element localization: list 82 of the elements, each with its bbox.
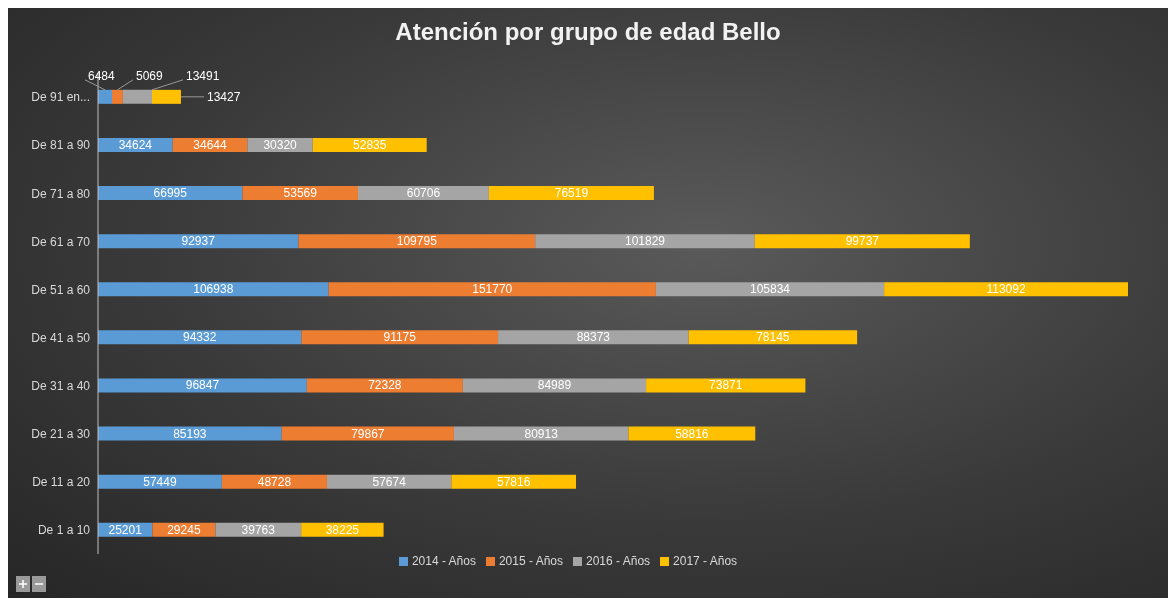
bar [357, 186, 489, 201]
data-label: 76519 [554, 186, 589, 201]
bar [451, 474, 577, 489]
data-label: 88373 [576, 330, 611, 345]
data-label: 109795 [396, 234, 438, 249]
data-label: 57449 [143, 474, 177, 489]
data-label: 48728 [257, 474, 292, 489]
data-label: 79867 [351, 426, 385, 441]
bar [488, 186, 654, 201]
legend-label: 2016 - Años [586, 554, 651, 568]
data-label: 91175 [383, 330, 417, 345]
bar [122, 89, 153, 104]
data-label: 80913 [524, 426, 559, 441]
data-label: 25201 [108, 522, 143, 537]
bar [655, 282, 885, 297]
y-tick-label: De 21 a 30 [31, 427, 91, 442]
legend-label: 2015 - Años [498, 554, 563, 568]
bar [281, 426, 454, 441]
y-tick-label: De 41 a 50 [31, 330, 91, 345]
bar [98, 234, 299, 249]
data-label: 84989 [537, 378, 572, 393]
bar [98, 426, 282, 441]
y-tick-label: De 1 a 10 [37, 523, 91, 538]
bar [298, 234, 536, 249]
data-label: 105834 [749, 282, 791, 297]
bar [688, 330, 858, 345]
data-label: 6484 [88, 68, 116, 83]
data-label: 92937 [181, 234, 216, 249]
data-label: 99737 [845, 234, 880, 249]
data-label: 34644 [193, 137, 228, 152]
bar [453, 426, 629, 441]
data-label: 113092 [986, 282, 1026, 297]
bar [498, 330, 689, 345]
bar [326, 474, 452, 489]
y-tick-label: De 61 a 70 [31, 234, 91, 249]
legend-label: 2014 - Años [411, 554, 476, 568]
data-label: 29245 [167, 522, 201, 537]
bar [884, 282, 1128, 297]
bar [98, 378, 307, 393]
y-tick-label: De 31 a 40 [31, 378, 91, 393]
data-label: 5069 [135, 68, 163, 83]
bar [462, 378, 647, 393]
chart-title: Atención por grupo de edad Bello [394, 18, 782, 46]
y-tick-label: De 71 a 80 [31, 186, 91, 201]
data-label: 106938 [193, 282, 234, 297]
data-label: 58816 [675, 426, 709, 441]
bar [152, 89, 181, 104]
data-label: 101829 [624, 234, 666, 249]
bar [111, 89, 123, 104]
data-label: 57816 [496, 474, 531, 489]
data-label: 151770 [472, 282, 513, 297]
bar [535, 234, 755, 249]
bar [306, 378, 463, 393]
data-label: 85193 [173, 426, 207, 441]
data-label: 13491 [186, 68, 220, 83]
bar [98, 282, 329, 297]
bar [646, 378, 806, 393]
data-label: 13427 [206, 89, 241, 104]
bar [301, 330, 499, 345]
data-label: 53569 [283, 186, 318, 201]
data-label: 39763 [241, 522, 276, 537]
data-label: 94332 [183, 330, 217, 345]
data-label: 60706 [406, 186, 441, 201]
data-label: 96847 [185, 378, 220, 393]
legend-label: 2017 - Años [673, 554, 738, 568]
bar [754, 234, 970, 249]
data-label: 52835 [353, 137, 387, 152]
y-tick-label: De 11 a 20 [32, 475, 91, 490]
data-label: 78145 [756, 330, 790, 345]
bar [98, 89, 112, 104]
y-tick-label: De 81 a 90 [31, 138, 91, 153]
data-label: 66995 [153, 186, 188, 201]
data-label: 34624 [118, 137, 153, 152]
bar [328, 282, 656, 297]
y-tick-label: De 91 en... [31, 90, 90, 105]
data-label: 57674 [372, 474, 407, 489]
bar [98, 330, 302, 345]
data-label: 73871 [709, 378, 743, 393]
data-label: 38225 [325, 522, 360, 537]
y-tick-label: De 51 a 60 [31, 282, 91, 297]
data-label: 72328 [368, 378, 402, 393]
data-label: 30320 [263, 137, 298, 152]
